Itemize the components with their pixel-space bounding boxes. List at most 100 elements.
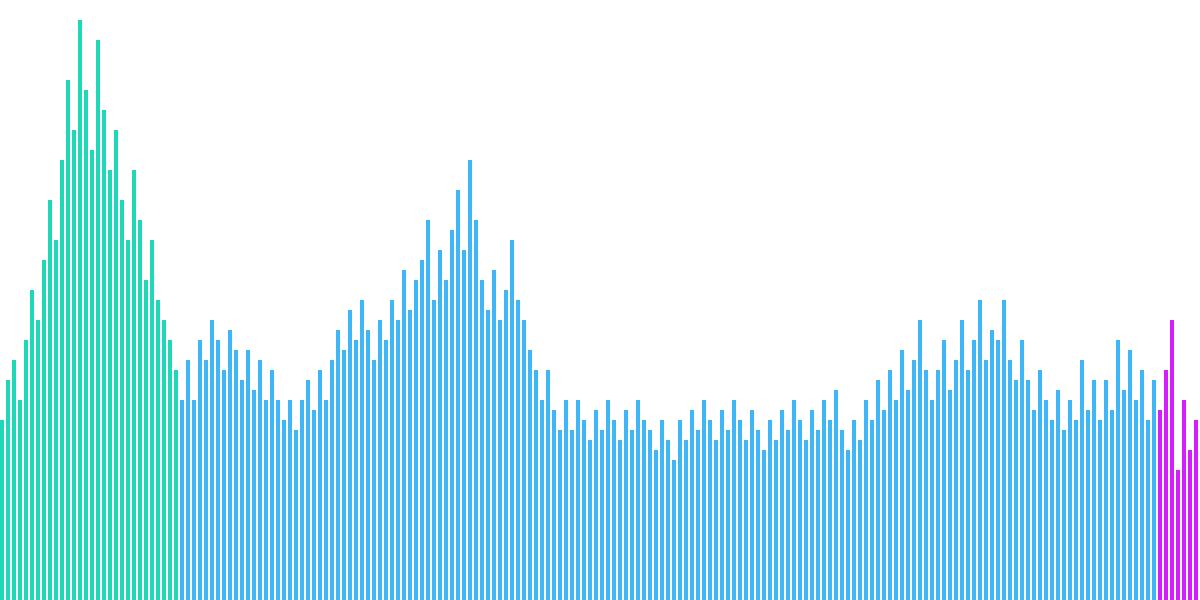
bar	[846, 450, 850, 600]
bar	[450, 230, 454, 600]
bar	[780, 410, 784, 600]
bar	[984, 360, 988, 600]
bar	[1098, 420, 1102, 600]
bar	[978, 300, 982, 600]
bar	[834, 390, 838, 600]
bar	[714, 440, 718, 600]
bar	[792, 400, 796, 600]
bar	[786, 430, 790, 600]
bar	[498, 320, 502, 600]
bar	[810, 410, 814, 600]
bar	[204, 360, 208, 600]
bar	[576, 400, 580, 600]
bar	[390, 300, 394, 600]
bar	[906, 390, 910, 600]
bar	[1056, 390, 1060, 600]
bar	[348, 310, 352, 600]
bar	[462, 250, 466, 600]
bar	[6, 380, 10, 600]
bar	[1068, 400, 1072, 600]
bar	[558, 430, 562, 600]
bar	[504, 290, 508, 600]
bar	[1092, 380, 1096, 600]
bar	[312, 410, 316, 600]
bar	[132, 170, 136, 600]
bar	[1044, 400, 1048, 600]
bar	[768, 420, 772, 600]
bar	[930, 400, 934, 600]
bar	[162, 320, 166, 600]
bar	[564, 400, 568, 600]
bar	[0, 420, 4, 600]
bar	[708, 420, 712, 600]
bar	[732, 400, 736, 600]
bar	[660, 420, 664, 600]
bar	[354, 340, 358, 600]
bar	[606, 400, 610, 600]
bar	[1146, 420, 1150, 600]
bar	[1158, 410, 1162, 600]
bar	[894, 400, 898, 600]
bar	[636, 400, 640, 600]
bar	[1086, 410, 1090, 600]
bar	[330, 360, 334, 600]
bar	[402, 270, 406, 600]
bar	[510, 240, 514, 600]
bar	[756, 430, 760, 600]
bar	[258, 360, 262, 600]
bar	[900, 350, 904, 600]
bar	[378, 320, 382, 600]
bar	[408, 310, 412, 600]
bar	[318, 370, 322, 600]
bar	[108, 170, 112, 600]
bar	[468, 160, 472, 600]
bar	[216, 340, 220, 600]
bar	[336, 330, 340, 600]
bar	[720, 410, 724, 600]
bar	[828, 420, 832, 600]
bar	[1050, 420, 1054, 600]
bar	[426, 220, 430, 600]
bar	[696, 430, 700, 600]
bar	[1080, 360, 1084, 600]
bar	[1182, 400, 1186, 600]
bar	[840, 430, 844, 600]
bar	[54, 240, 58, 600]
bar	[684, 440, 688, 600]
bar	[738, 420, 742, 600]
bar	[138, 220, 142, 600]
bar	[624, 410, 628, 600]
bar	[306, 380, 310, 600]
bar	[1074, 420, 1078, 600]
bar	[234, 350, 238, 600]
bar	[672, 460, 676, 600]
bar	[342, 350, 346, 600]
bar	[804, 440, 808, 600]
bar	[42, 260, 46, 600]
bar	[198, 340, 202, 600]
bar	[168, 340, 172, 600]
bar	[966, 370, 970, 600]
bar	[366, 330, 370, 600]
bar	[750, 410, 754, 600]
bar	[1032, 410, 1036, 600]
bar	[534, 370, 538, 600]
bar	[870, 420, 874, 600]
bar	[618, 440, 622, 600]
bar	[294, 430, 298, 600]
bar	[1170, 320, 1174, 600]
bar	[324, 400, 328, 600]
bar	[954, 360, 958, 600]
bar	[222, 370, 226, 600]
bar	[72, 130, 76, 600]
bar	[396, 320, 400, 600]
bar	[882, 410, 886, 600]
bar	[540, 400, 544, 600]
bar	[228, 330, 232, 600]
bar	[174, 370, 178, 600]
bar	[948, 390, 952, 600]
bar	[186, 360, 190, 600]
bar	[12, 360, 16, 600]
bar	[264, 400, 268, 600]
bar	[876, 380, 880, 600]
